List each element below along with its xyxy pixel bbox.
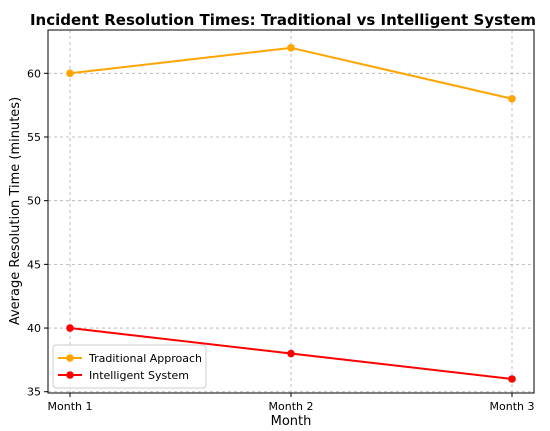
data-point-traditional-approach: [287, 44, 295, 52]
x-tick-label: Month 2: [269, 400, 314, 413]
data-point-intelligent-system: [66, 324, 74, 332]
data-point-intelligent-system: [508, 375, 516, 383]
legend-marker-traditional-approach: [66, 354, 74, 362]
y-tick-label: 40: [27, 322, 41, 335]
data-point-intelligent-system: [287, 349, 295, 358]
chart-title: Incident Resolution Times: Traditional v…: [30, 11, 536, 29]
y-tick-label: 45: [27, 258, 41, 271]
legend: Traditional Approach Intelligent System: [52, 344, 207, 389]
y-tick-label: 35: [27, 386, 41, 399]
y-tick-label: 55: [27, 131, 41, 144]
x-axis-label: Month: [271, 414, 312, 429]
y-axis: 35 40 45 50 55 60: [27, 67, 48, 399]
y-tick-label: 50: [27, 195, 41, 208]
y-axis-label: Average Resolution Time (minutes): [8, 97, 23, 325]
y-tick-label: 60: [27, 67, 41, 80]
x-axis: Month 1 Month 2 Month 3: [48, 393, 535, 413]
series-traditional-approach: [66, 44, 516, 103]
data-point-traditional-approach: [66, 69, 74, 78]
data-point-traditional-approach: [508, 94, 516, 103]
legend-box: [52, 344, 207, 389]
series-layer: [66, 44, 516, 383]
series-intelligent-system: [66, 324, 516, 383]
legend-label-traditional-approach: Traditional Approach: [88, 352, 202, 365]
x-tick-label: Month 1: [48, 400, 93, 413]
legend-marker-intelligent-system: [66, 371, 74, 379]
x-tick-label: Month 3: [490, 400, 535, 413]
legend-label-intelligent-system: Intelligent System: [89, 369, 189, 382]
grid-layer: [48, 30, 534, 393]
plot-frame: [47, 29, 535, 394]
